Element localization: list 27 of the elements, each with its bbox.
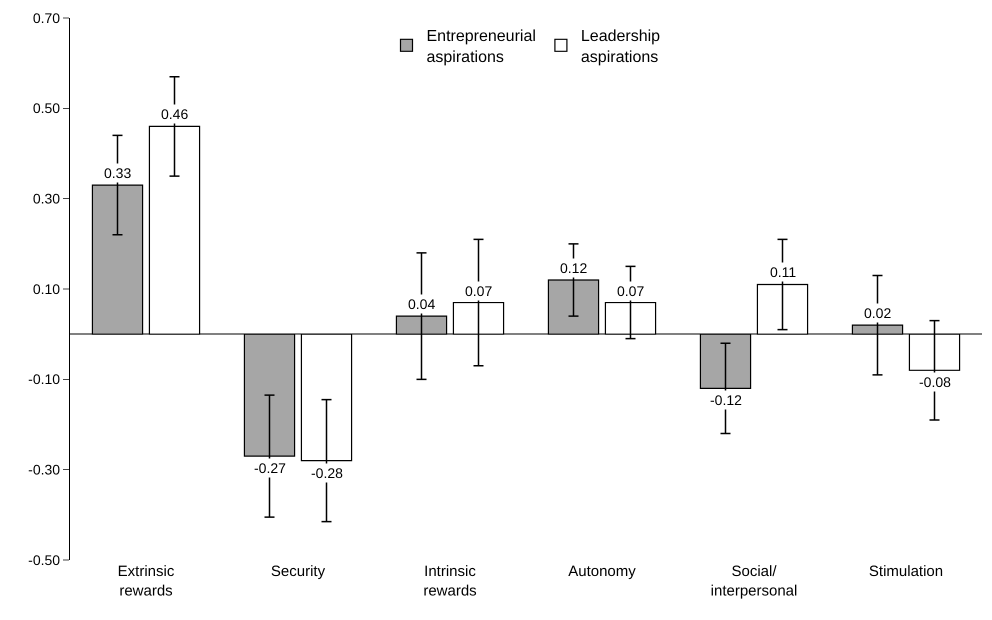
data-label: -0.27 <box>254 460 286 476</box>
data-label: 0.33 <box>104 165 132 181</box>
data-label: 0.02 <box>864 305 892 321</box>
x-tick-label: Extrinsic rewards <box>118 563 175 600</box>
data-label: 0.07 <box>617 283 644 299</box>
x-tick-label: Stimulation <box>868 563 944 580</box>
legend-label: Leadership aspirations <box>580 28 660 66</box>
y-tick-label: 0.70 <box>32 10 60 26</box>
x-tick-label: Security <box>270 563 326 580</box>
y-tick-label: 0.30 <box>32 190 60 207</box>
data-label: -0.08 <box>919 374 952 390</box>
x-tick-label: Autonomy <box>568 563 636 580</box>
data-label: -0.12 <box>710 392 742 408</box>
data-label: 0.07 <box>465 283 492 299</box>
data-label: 0.46 <box>161 106 188 122</box>
y-tick-label: 0.50 <box>32 100 60 116</box>
x-tick-label: Social/ interpersonal <box>710 563 798 600</box>
y-tick-label: 0.10 <box>32 280 60 297</box>
data-label: 0.04 <box>408 296 436 312</box>
data-label: 0.12 <box>560 260 588 276</box>
y-tick-label: -0.10 <box>28 371 60 388</box>
y-tick-label: -0.50 <box>28 552 60 568</box>
data-label: 0.11 <box>770 264 796 280</box>
x-tick-label: Intrinsic rewards <box>423 563 477 600</box>
y-tick-label: -0.30 <box>28 462 60 478</box>
legend-label: Entrepreneurial aspirations <box>426 28 536 66</box>
data-label: -0.28 <box>311 465 344 481</box>
